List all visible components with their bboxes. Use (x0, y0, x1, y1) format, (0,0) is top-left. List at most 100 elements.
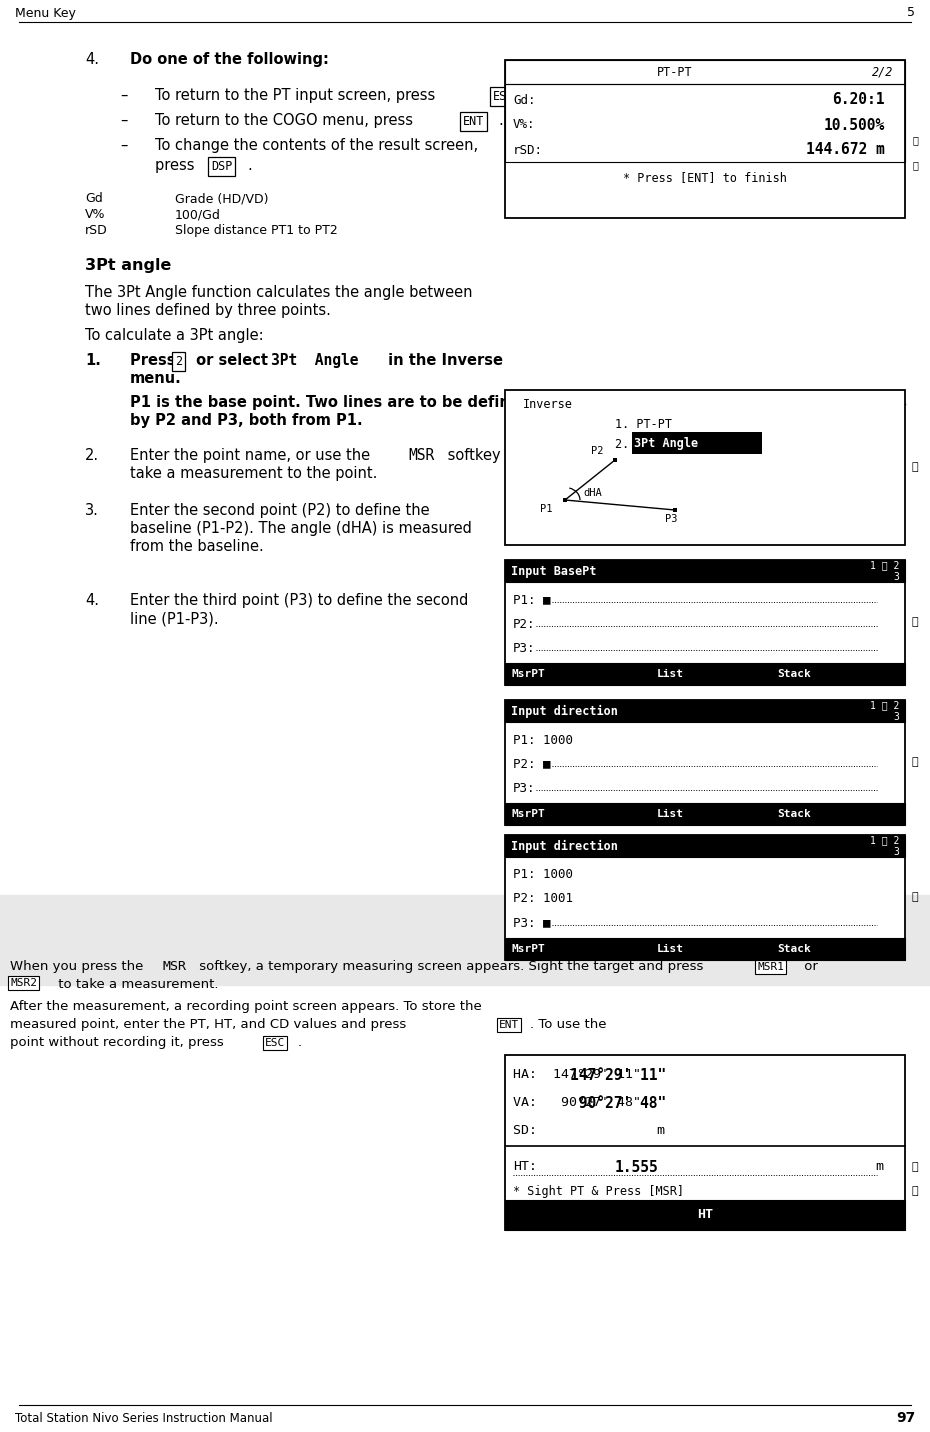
Text: List: List (657, 944, 684, 954)
Text: 1.: 1. (85, 354, 100, 368)
Text: List: List (657, 809, 684, 819)
Text: * Sight PT & Press [MSR]: * Sight PT & Press [MSR] (513, 1184, 684, 1197)
Text: Input BasePt: Input BasePt (511, 564, 596, 577)
Bar (505, 700, 905, 825)
Text: 3Pt angle: 3Pt angle (85, 258, 171, 274)
Text: 1. PT-PT: 1. PT-PT (615, 418, 672, 431)
Text: from the baseline.: from the baseline. (130, 538, 264, 554)
Text: –: – (120, 87, 127, 103)
Text: menu.: menu. (130, 371, 181, 387)
Text: 1 ① 2
3: 1 ① 2 3 (870, 560, 899, 581)
Bar (505, 835, 905, 959)
Text: 3Pt  Angle: 3Pt Angle (271, 354, 358, 368)
Text: dHA: dHA (583, 488, 602, 498)
Text: 2: 2 (175, 355, 182, 368)
Text: Input direction: Input direction (511, 705, 618, 717)
Text: P3: ■: P3: ■ (513, 916, 551, 929)
Text: 1 ③ 2
3: 1 ③ 2 3 (870, 835, 899, 856)
Text: To return to the PT input screen, press: To return to the PT input screen, press (155, 87, 440, 103)
Bar (505, 1055, 905, 1230)
Bar (632, 432, 762, 454)
Text: softkey to: softkey to (443, 448, 520, 463)
Text: P1 is the base point. Two lines are to be defined: P1 is the base point. Two lines are to b… (130, 395, 530, 410)
Bar (505, 803, 905, 825)
Text: .: . (498, 113, 503, 127)
Text: 10.500%: 10.500% (824, 117, 885, 133)
Text: PT-PT: PT-PT (658, 66, 693, 79)
Text: or select: or select (191, 354, 273, 368)
Bar (505, 84, 905, 162)
Text: softkey, a temporary measuring screen appears. Sight the target and press: softkey, a temporary measuring screen ap… (195, 959, 708, 972)
Text: To change the contents of the result screen,: To change the contents of the result scr… (155, 137, 478, 153)
Text: 5: 5 (907, 7, 915, 20)
Text: P3:: P3: (513, 782, 536, 795)
Text: or: or (800, 959, 817, 972)
Text: 🔒: 🔒 (911, 1186, 918, 1196)
Text: press: press (155, 158, 199, 173)
Text: MSR: MSR (162, 959, 186, 972)
Text: List: List (657, 669, 684, 679)
Text: Stack: Stack (777, 669, 811, 679)
Text: To return to the COGO menu, press: To return to the COGO menu, press (155, 113, 418, 127)
Text: V%:: V%: (513, 119, 536, 132)
Text: .: . (298, 1035, 302, 1050)
Text: MsrPT: MsrPT (511, 809, 545, 819)
Text: m: m (875, 1160, 883, 1173)
Bar (505, 560, 905, 684)
Text: line (P1-P3).: line (P1-P3). (130, 611, 219, 626)
Text: 1 ② 2
3: 1 ② 2 3 (870, 700, 899, 722)
Text: MsrPT: MsrPT (511, 669, 545, 679)
Text: in the Inverse: in the Inverse (383, 354, 503, 368)
Text: 2.: 2. (615, 438, 636, 451)
Text: P1: P1 (540, 504, 552, 514)
Bar (505, 1200, 905, 1230)
Text: 100/Gd: 100/Gd (175, 208, 221, 221)
Text: MSR: MSR (408, 448, 434, 463)
Text: rSD: rSD (85, 223, 108, 238)
Text: Input direction: Input direction (511, 839, 618, 852)
Text: 🔒: 🔒 (911, 892, 918, 902)
Text: ENT: ENT (499, 1020, 519, 1030)
Text: HT:: HT: (513, 1160, 537, 1173)
Text: Slope distance PT1 to PT2: Slope distance PT1 to PT2 (175, 223, 338, 238)
Text: To calculate a 3Pt angle:: To calculate a 3Pt angle: (85, 328, 263, 344)
Text: Stack: Stack (777, 809, 811, 819)
Text: to take a measurement.: to take a measurement. (54, 978, 219, 991)
Text: 2.: 2. (85, 448, 100, 463)
Text: 🔒: 🔒 (911, 758, 918, 768)
Text: ENT: ENT (463, 115, 485, 127)
Bar (563, 498, 567, 503)
Text: P1: ■: P1: ■ (513, 593, 551, 607)
Text: 🔒: 🔒 (911, 463, 918, 473)
Text: 144.672 m: 144.672 m (806, 143, 885, 158)
Bar (673, 508, 677, 513)
Text: ESC: ESC (493, 90, 514, 103)
Bar (505, 560, 905, 581)
Text: When you press the: When you press the (10, 959, 148, 972)
Text: by P2 and P3, both from P1.: by P2 and P3, both from P1. (130, 412, 363, 428)
Text: P2: 1001: P2: 1001 (513, 892, 573, 905)
Text: –: – (120, 137, 127, 153)
Text: P2:: P2: (513, 617, 536, 630)
Bar (505, 700, 905, 722)
Bar (0, 895, 930, 985)
Text: V%: V% (85, 208, 105, 221)
Text: take a measurement to the point.: take a measurement to the point. (130, 465, 378, 481)
Text: Enter the third point (P3) to define the second: Enter the third point (P3) to define the… (130, 593, 469, 609)
Text: 2/2: 2/2 (871, 66, 893, 79)
Text: Enter the second point (P2) to define the: Enter the second point (P2) to define th… (130, 503, 430, 518)
Text: Grade (HD/VD): Grade (HD/VD) (175, 192, 269, 205)
Text: ESC: ESC (265, 1038, 286, 1048)
Text: 🔒: 🔒 (912, 160, 918, 170)
Text: . To use the: . To use the (530, 1018, 606, 1031)
Text: Total Station Nivo Series Instruction Manual: Total Station Nivo Series Instruction Ma… (15, 1412, 272, 1425)
Text: .: . (526, 87, 531, 103)
Text: P1: 1000: P1: 1000 (513, 868, 573, 882)
Text: 🔒: 🔒 (912, 135, 918, 145)
Text: 90°27' 48": 90°27' 48" (570, 1095, 666, 1110)
Text: 3Pt Angle: 3Pt Angle (634, 438, 698, 451)
Text: Stack: Stack (777, 944, 811, 954)
Text: 🔒: 🔒 (911, 617, 918, 627)
Text: P1: 1000: P1: 1000 (513, 733, 573, 746)
Bar (505, 390, 905, 546)
